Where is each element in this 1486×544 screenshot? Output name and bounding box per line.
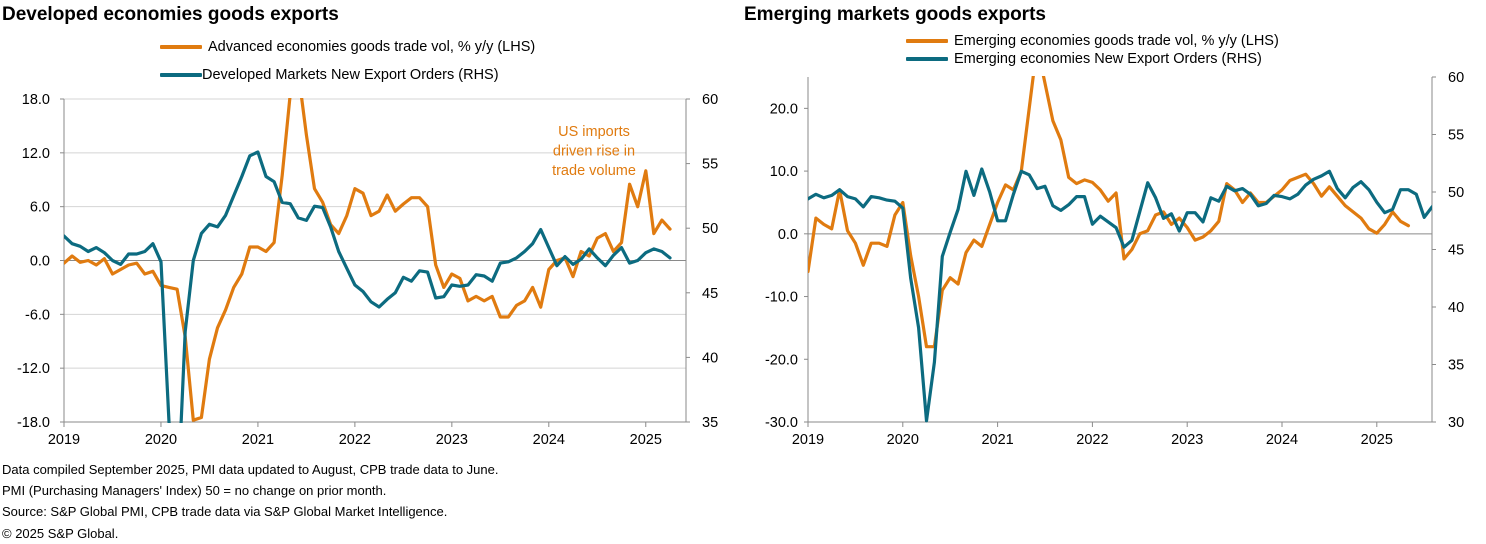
legend-swatch-teal (160, 73, 202, 77)
right-y-tick-label: 35 (1448, 358, 1464, 374)
left-y-tick-label: 20.0 (770, 101, 798, 117)
left-chart: 18.0 12.0 6.0 0.0 -6.0 -12.0 -18.0 60 55 50 45 40 35… (17, 92, 718, 448)
right-legend-item-trade: Emerging economies goods trade vol, % y/… (906, 32, 1279, 50)
x-tick-label: 2024 (1266, 432, 1298, 448)
right-y-tick-label: 40 (702, 350, 718, 366)
series-line-export-orders (64, 150, 672, 423)
left-y-tick-label: 12.0 (22, 146, 50, 162)
right-y-tick-label: 50 (1448, 185, 1464, 201)
right-legend-item-pmi: Emerging economies New Export Orders (RH… (906, 50, 1279, 68)
series-line-export-orders (808, 167, 1432, 423)
left-legend-label-pmi: Developed Markets New Export Orders (RHS… (202, 67, 499, 83)
right-y-tick-label: 55 (702, 157, 718, 173)
x-tick-label: 2020 (887, 432, 919, 448)
right-y-tick-label: 45 (1448, 243, 1464, 259)
right-y-tick-label: 55 (1448, 128, 1464, 144)
left-legend: Advanced economies goods trade vol, % y/… (160, 37, 535, 85)
x-tick-label: 2025 (630, 432, 662, 448)
left-y-tick-label: 10.0 (770, 164, 798, 180)
x-tick-label: 2025 (1361, 432, 1393, 448)
left-y-tick-label: -10.0 (765, 290, 798, 306)
legend-swatch-teal (906, 57, 948, 61)
right-legend-label-pmi: Emerging economies New Export Orders (RH… (954, 51, 1262, 67)
right-y-tick-label: 60 (1448, 70, 1464, 86)
right-legend: Emerging economies goods trade vol, % y/… (906, 32, 1279, 68)
x-tick-label: 2019 (792, 432, 824, 448)
series-line-trade-volume (64, 98, 672, 422)
left-chart-title: Developed economies goods exports (2, 4, 339, 25)
left-y-tick-label: 6.0 (30, 200, 50, 216)
left-y-tick-label: 0.0 (778, 227, 798, 243)
footer-line-copyright: © 2025 S&P Global. (2, 525, 119, 541)
right-chart: 20.0 10.0 0.0 -10.0 -20.0 -30.0 60 55 50 45 40 35 30… (765, 70, 1464, 448)
left-y-tick-label: -20.0 (765, 352, 798, 368)
x-tick-label: 2023 (436, 432, 468, 448)
x-tick-label: 2022 (339, 432, 371, 448)
left-y-tick-label: -12.0 (17, 361, 50, 377)
left-y-tick-label: -6.0 (25, 307, 50, 323)
right-y-tick-label: 35 (702, 415, 718, 431)
left-legend-label-trade: Advanced economies goods trade vol, % y/… (208, 39, 536, 55)
left-legend-item-trade: Advanced economies goods trade vol, % y/… (160, 37, 535, 57)
annotation-text: US imports (558, 124, 630, 140)
series-line-trade-volume (808, 76, 1411, 349)
right-legend-label-trade: Emerging economies goods trade vol, % y/… (954, 33, 1279, 49)
x-tick-label: 2023 (1171, 432, 1203, 448)
x-tick-label: 2019 (48, 432, 80, 448)
x-tick-label: 2021 (981, 432, 1013, 448)
footer-line-pmi-definition: PMI (Purchasing Managers' Index) 50 = no… (2, 483, 387, 499)
x-tick-label: 2021 (242, 432, 274, 448)
left-y-tick-label: -30.0 (765, 415, 798, 431)
right-y-tick-label: 40 (1448, 300, 1464, 316)
left-y-tick-label: 18.0 (22, 92, 50, 108)
right-chart-title: Emerging markets goods exports (744, 4, 1046, 25)
footer-line-data-compiled: Data compiled September 2025, PMI data u… (2, 462, 499, 477)
right-y-tick-label: 45 (702, 286, 718, 302)
footer-notes: Data compiled September 2025, PMI data u… (2, 459, 498, 544)
right-y-tick-label: 60 (702, 92, 718, 108)
right-y-tick-label: 50 (702, 221, 718, 237)
x-tick-label: 2020 (145, 432, 177, 448)
right-y-tick-label: 30 (1448, 415, 1464, 431)
annotation-text: driven rise in (553, 144, 635, 160)
x-tick-label: 2024 (533, 432, 565, 448)
left-y-tick-label: 0.0 (30, 254, 50, 270)
annotation-text: trade volume (552, 163, 636, 179)
legend-swatch-orange (160, 45, 202, 49)
legend-swatch-orange (906, 39, 948, 43)
x-tick-label: 2022 (1076, 432, 1108, 448)
left-y-tick-label: -18.0 (17, 415, 50, 431)
footer-line-source: Source: S&P Global PMI, CPB trade data v… (2, 504, 448, 520)
left-legend-item-pmi: Developed Markets New Export Orders (RHS… (160, 65, 535, 85)
